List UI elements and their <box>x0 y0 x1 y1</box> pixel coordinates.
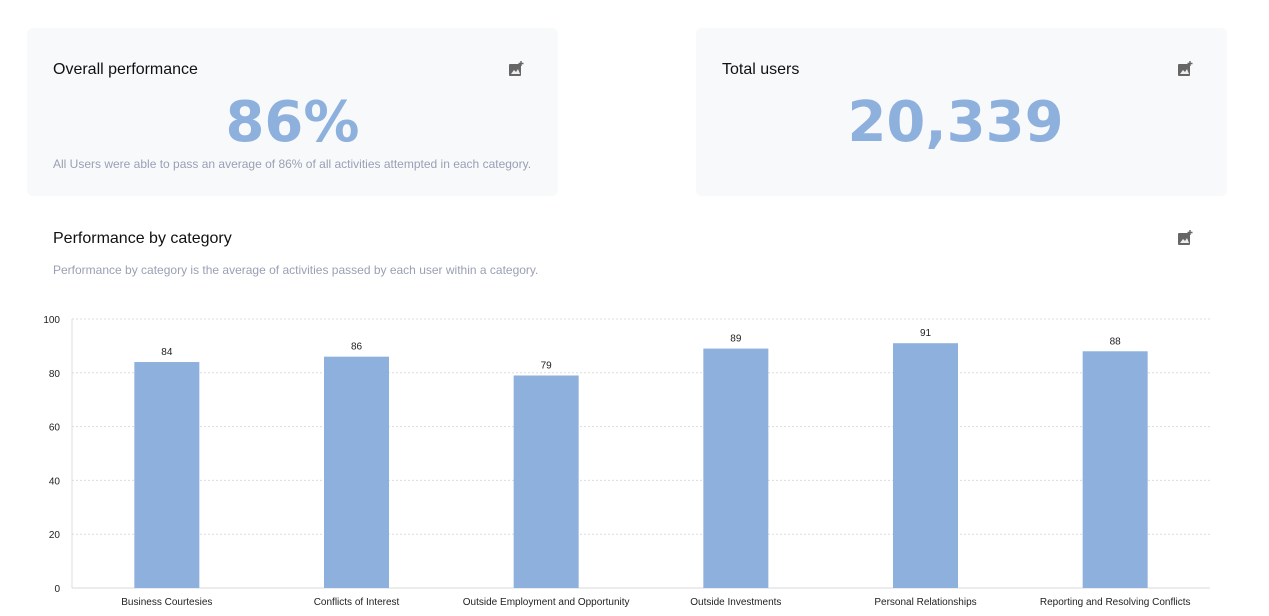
bar-value-label: 88 <box>1110 336 1122 347</box>
bar[interactable] <box>513 375 579 588</box>
bar[interactable] <box>703 348 769 588</box>
overall-performance-card <box>27 28 558 196</box>
y-tick-label: 60 <box>49 423 61 434</box>
add-photo-icon[interactable] <box>508 61 524 77</box>
x-category-label: Outside Employment and Opportunity <box>463 597 630 608</box>
bar[interactable] <box>1082 351 1148 588</box>
performance-by-category-description: Performance by category is the average o… <box>53 263 539 277</box>
overall-performance-description: All Users were able to pass an average o… <box>53 157 532 171</box>
overall-performance-title: Overall performance <box>53 61 198 78</box>
y-tick-label: 20 <box>49 530 61 541</box>
bar-value-label: 91 <box>920 328 932 339</box>
performance-by-category-title: Performance by category <box>53 230 232 247</box>
total-users-title: Total users <box>722 61 800 78</box>
y-tick-label: 80 <box>49 369 61 380</box>
y-tick-label: 40 <box>49 476 61 487</box>
total-users-value: 20,339 <box>847 90 1064 155</box>
overall-performance-value: 86% <box>225 90 360 155</box>
bar-value-label: 79 <box>541 360 553 371</box>
x-category-label: Outside Investments <box>690 597 781 608</box>
bar-value-label: 84 <box>161 347 173 358</box>
add-photo-icon[interactable] <box>1177 61 1193 77</box>
x-category-label: Conflicts of Interest <box>314 597 400 608</box>
bar-value-label: 89 <box>730 334 742 345</box>
y-tick-label: 100 <box>43 315 60 326</box>
y-tick-label: 0 <box>54 584 60 595</box>
x-category-label: Personal Relationships <box>874 597 976 608</box>
total-users-card <box>696 28 1227 196</box>
x-category-label: Business Courtesies <box>121 597 212 608</box>
bar[interactable] <box>893 343 958 588</box>
x-category-label: Reporting and Resolving Conflicts <box>1040 597 1191 608</box>
bar-value-label: 86 <box>351 342 363 353</box>
add-photo-icon[interactable] <box>1177 230 1193 246</box>
bar[interactable] <box>134 362 200 588</box>
bar[interactable] <box>324 356 389 588</box>
